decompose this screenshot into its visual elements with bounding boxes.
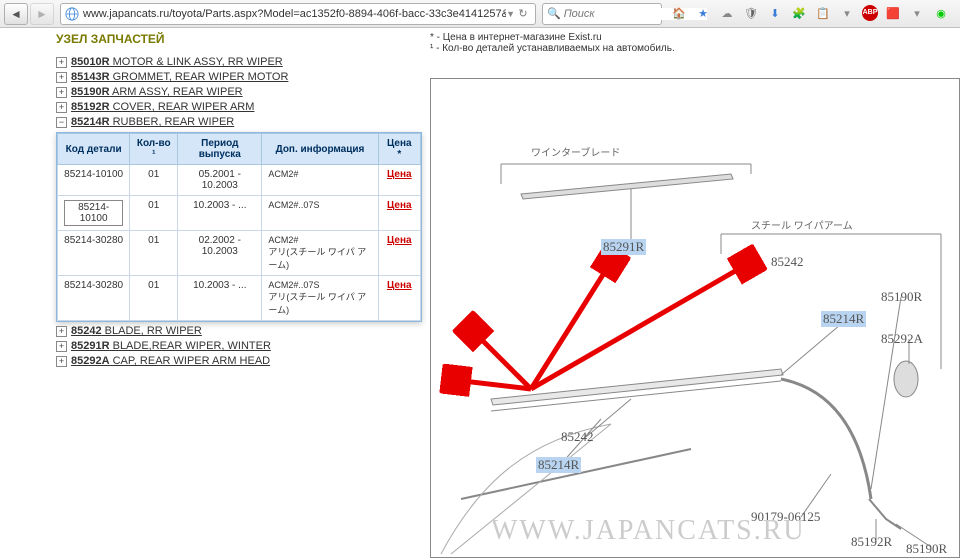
note-qty: ¹ - Кол-во деталей устанавливаемых на ав… [430,43,960,54]
cell-period: 10.2003 - ... [178,196,262,231]
star-icon[interactable]: ★ [694,5,712,23]
jp-label-1: ワインターブレード [531,144,620,159]
diagram-label[interactable]: 85190R [906,541,947,557]
table-row: 85214-302800110.2003 - ...ACM2#..07Sアリ(ス… [58,276,421,321]
part-link[interactable]: 85291R BLADE,REAR WIPER, WINTER [71,340,271,352]
table-header: Код детали [58,134,130,165]
toolbar-icons: 🏠 ★ ☁ 🛡 ⬇ 🧩 📋 ▾ ABP 🟥 ▾ ◉ [664,5,956,23]
part-item: +85190R ARM ASSY, REAR WIPER [56,86,422,98]
cell-qty: 01 [130,276,178,321]
part-item: +85192R COVER, REAR WIPER ARM [56,101,422,113]
cell-code: 85214-10100 [58,196,130,231]
clipboard-icon[interactable]: 📋 [814,5,832,23]
price-link[interactable]: Цена [378,276,420,321]
cell-period: 10.2003 - ... [178,276,262,321]
table-row: 85214-101000110.2003 - ...ACM2#..07SЦена [58,196,421,231]
part-item: +85291R BLADE,REAR WIPER, WINTER [56,340,422,352]
ext2-icon[interactable]: ▾ [908,5,926,23]
table-header: Цена * [378,134,420,165]
price-link[interactable]: Цена [378,196,420,231]
download-icon[interactable]: ⬇ [766,5,784,23]
diagram-label[interactable]: 85291R [601,239,646,255]
price-link[interactable]: Цена [378,165,420,196]
diagram-label[interactable]: 85190R [881,289,922,305]
cell-code: 85214-30280 [58,231,130,276]
expand-toggle[interactable]: + [56,57,67,68]
url-input[interactable] [83,8,506,20]
part-item: +85143R GROMMET, REAR WIPER MOTOR [56,71,422,83]
parts-diagram[interactable]: ワインターブレード スチール ワイパアーム 85291R 85242 85190R 8… [430,78,960,558]
table-header: Доп. информация [262,134,378,165]
shield-icon[interactable]: 🛡 [742,5,760,23]
part-link[interactable]: 85190R ARM ASSY, REAR WIPER [71,86,243,98]
parts-sidebar: УЗЕЛ ЗАПЧАСТЕЙ +85010R MOTOR & LINK ASSY… [0,28,430,532]
expand-toggle[interactable]: + [56,102,67,113]
dropdown-icon[interactable]: ▼ [506,9,515,19]
diagram-label[interactable]: 85242 [771,254,804,270]
cell-info: ACM2#..07S [262,196,378,231]
watermark: WWW.JAPANCATS.RU [491,515,806,547]
cell-period: 05.2001 - 10.2003 [178,165,262,196]
diagram-label[interactable]: 85292A [881,331,923,347]
diagram-label[interactable]: 85214R [536,457,581,473]
table-row: 85214-302800102.2002 - 10.2003ACM2#アリ(スチ… [58,231,421,276]
expand-toggle[interactable]: + [56,326,67,337]
refresh-icon[interactable]: ↻ [515,7,531,20]
diagram-label[interactable]: 85192R [851,534,892,550]
part-item: +85292A CAP, REAR WIPER ARM HEAD [56,355,422,367]
table-row: 85214-101000105.2001 - 10.2003ACM2#Цена [58,165,421,196]
cell-qty: 01 [130,165,178,196]
globe-icon [65,7,79,21]
search-bar[interactable]: 🔍 [542,3,662,25]
browser-toolbar: ◄ ► ▼ ↻ 🔍 🏠 ★ ☁ 🛡 ⬇ 🧩 📋 ▾ ABP 🟥 ▾ ◉ [0,0,960,28]
table-header: Период выпуска [178,134,262,165]
diagram-label[interactable]: 85214R [821,311,866,327]
expand-toggle[interactable]: + [56,341,67,352]
part-item: −85214R RUBBER, REAR WIPER [56,116,422,128]
cell-info: ACM2# [262,165,378,196]
home-icon[interactable]: 🏠 [670,5,688,23]
expand-toggle[interactable]: + [56,356,67,367]
part-item: +85242 BLADE, RR WIPER [56,325,422,337]
part-detail-table: Код деталиКол-во ¹Период выпускаДоп. инф… [56,132,422,322]
part-link[interactable]: 85242 BLADE, RR WIPER [71,325,202,337]
cloud-icon[interactable]: ☁ [718,5,736,23]
cell-qty: 01 [130,231,178,276]
cell-code: 85214-30280 [58,276,130,321]
abp-icon[interactable]: ABP [862,5,878,21]
ext1-icon[interactable]: 🟥 [884,5,902,23]
cell-qty: 01 [130,196,178,231]
part-link[interactable]: 85010R MOTOR & LINK ASSY, RR WIPER [71,56,283,68]
table-header: Кол-во ¹ [130,134,178,165]
back-button[interactable]: ◄ [4,3,28,25]
part-link[interactable]: 85292A CAP, REAR WIPER ARM HEAD [71,355,270,367]
expand-toggle[interactable]: + [56,72,67,83]
puzzle-icon[interactable]: 🧩 [790,5,808,23]
part-list: +85010R MOTOR & LINK ASSY, RR WIPER+8514… [56,56,422,367]
part-link[interactable]: 85214R RUBBER, REAR WIPER [71,116,234,128]
jp-label-2: スチール ワイパアーム [751,217,853,232]
search-icon: 🔍 [547,7,561,20]
part-item: +85010R MOTOR & LINK ASSY, RR WIPER [56,56,422,68]
expand-toggle[interactable]: − [56,117,67,128]
notes: * - Цена в интернет-магазине Exist.ru ¹ … [430,32,960,54]
part-link[interactable]: 85192R COVER, REAR WIPER ARM [71,101,254,113]
forward-button[interactable]: ► [30,3,54,25]
diagram-panel: * - Цена в интернет-магазине Exist.ru ¹ … [430,28,960,532]
price-link[interactable]: Цена [378,231,420,276]
diagram-label[interactable]: 85242 [561,429,594,445]
menu-icon[interactable]: ▾ [838,5,856,23]
page-title: УЗЕЛ ЗАПЧАСТЕЙ [56,32,422,46]
expand-toggle[interactable]: + [56,87,67,98]
ext3-icon[interactable]: ◉ [932,5,950,23]
cell-code: 85214-10100 [58,165,130,196]
cell-period: 02.2002 - 10.2003 [178,231,262,276]
note-price: * - Цена в интернет-магазине Exist.ru [430,32,960,43]
part-link[interactable]: 85143R GROMMET, REAR WIPER MOTOR [71,71,288,83]
cell-info: ACM2#アリ(スチール ワイパ アーム) [262,231,378,276]
address-bar[interactable]: ▼ ↻ [60,3,536,25]
cell-info: ACM2#..07Sアリ(スチール ワイパ アーム) [262,276,378,321]
